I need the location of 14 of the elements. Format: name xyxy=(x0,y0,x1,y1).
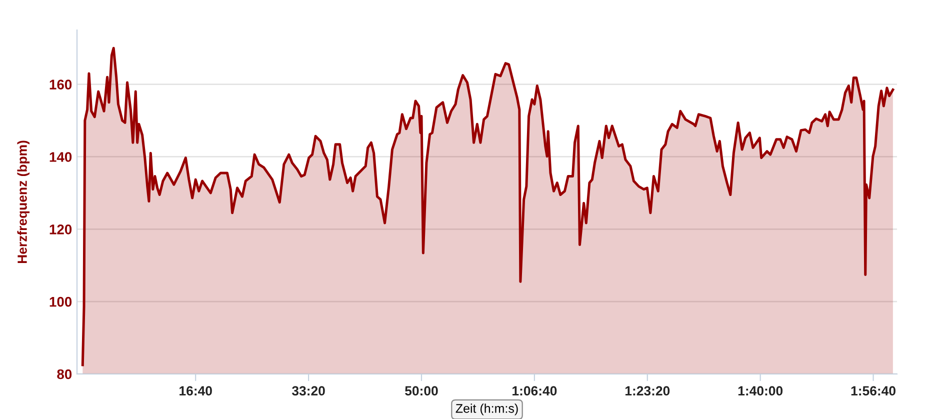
x-tick-label: 1:56:40 xyxy=(851,386,896,396)
x-tick-label: 33:20 xyxy=(292,386,325,396)
x-tick-label: 1:40:00 xyxy=(738,386,783,396)
y-tick-label: 100 xyxy=(50,296,72,307)
y-tick-label: 80 xyxy=(57,369,72,380)
x-tick-label: 1:06:40 xyxy=(512,386,557,396)
x-tick-label: 16:40 xyxy=(180,386,212,396)
y-tick-label: 120 xyxy=(50,224,72,234)
x-axis-title: Zeit (h:m:s) xyxy=(456,404,518,416)
x-tick-label: 1:23:20 xyxy=(625,386,670,396)
x-tick-label: 50:00 xyxy=(405,386,438,396)
y-tick-label: 160 xyxy=(50,80,72,90)
y-tick-label: 140 xyxy=(50,152,72,162)
y-axis-title: Herzfrequenz (bpm) xyxy=(17,140,30,264)
